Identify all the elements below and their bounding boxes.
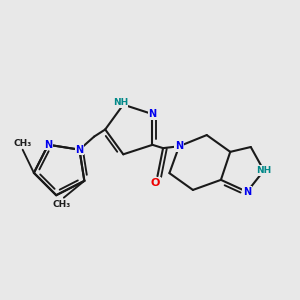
Text: N: N xyxy=(44,140,52,150)
Text: N: N xyxy=(75,145,83,155)
Text: NH: NH xyxy=(256,166,272,175)
Text: N: N xyxy=(175,141,183,151)
Text: CH₃: CH₃ xyxy=(14,139,32,148)
Text: NH: NH xyxy=(113,98,128,107)
Text: O: O xyxy=(151,178,160,188)
Text: N: N xyxy=(148,109,157,119)
Text: CH₃: CH₃ xyxy=(53,200,71,209)
Text: N: N xyxy=(243,187,251,197)
